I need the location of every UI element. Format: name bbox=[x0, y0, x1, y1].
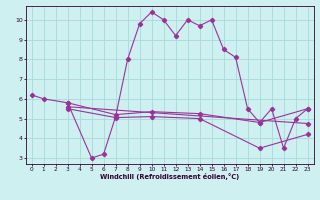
X-axis label: Windchill (Refroidissement éolien,°C): Windchill (Refroidissement éolien,°C) bbox=[100, 173, 239, 180]
